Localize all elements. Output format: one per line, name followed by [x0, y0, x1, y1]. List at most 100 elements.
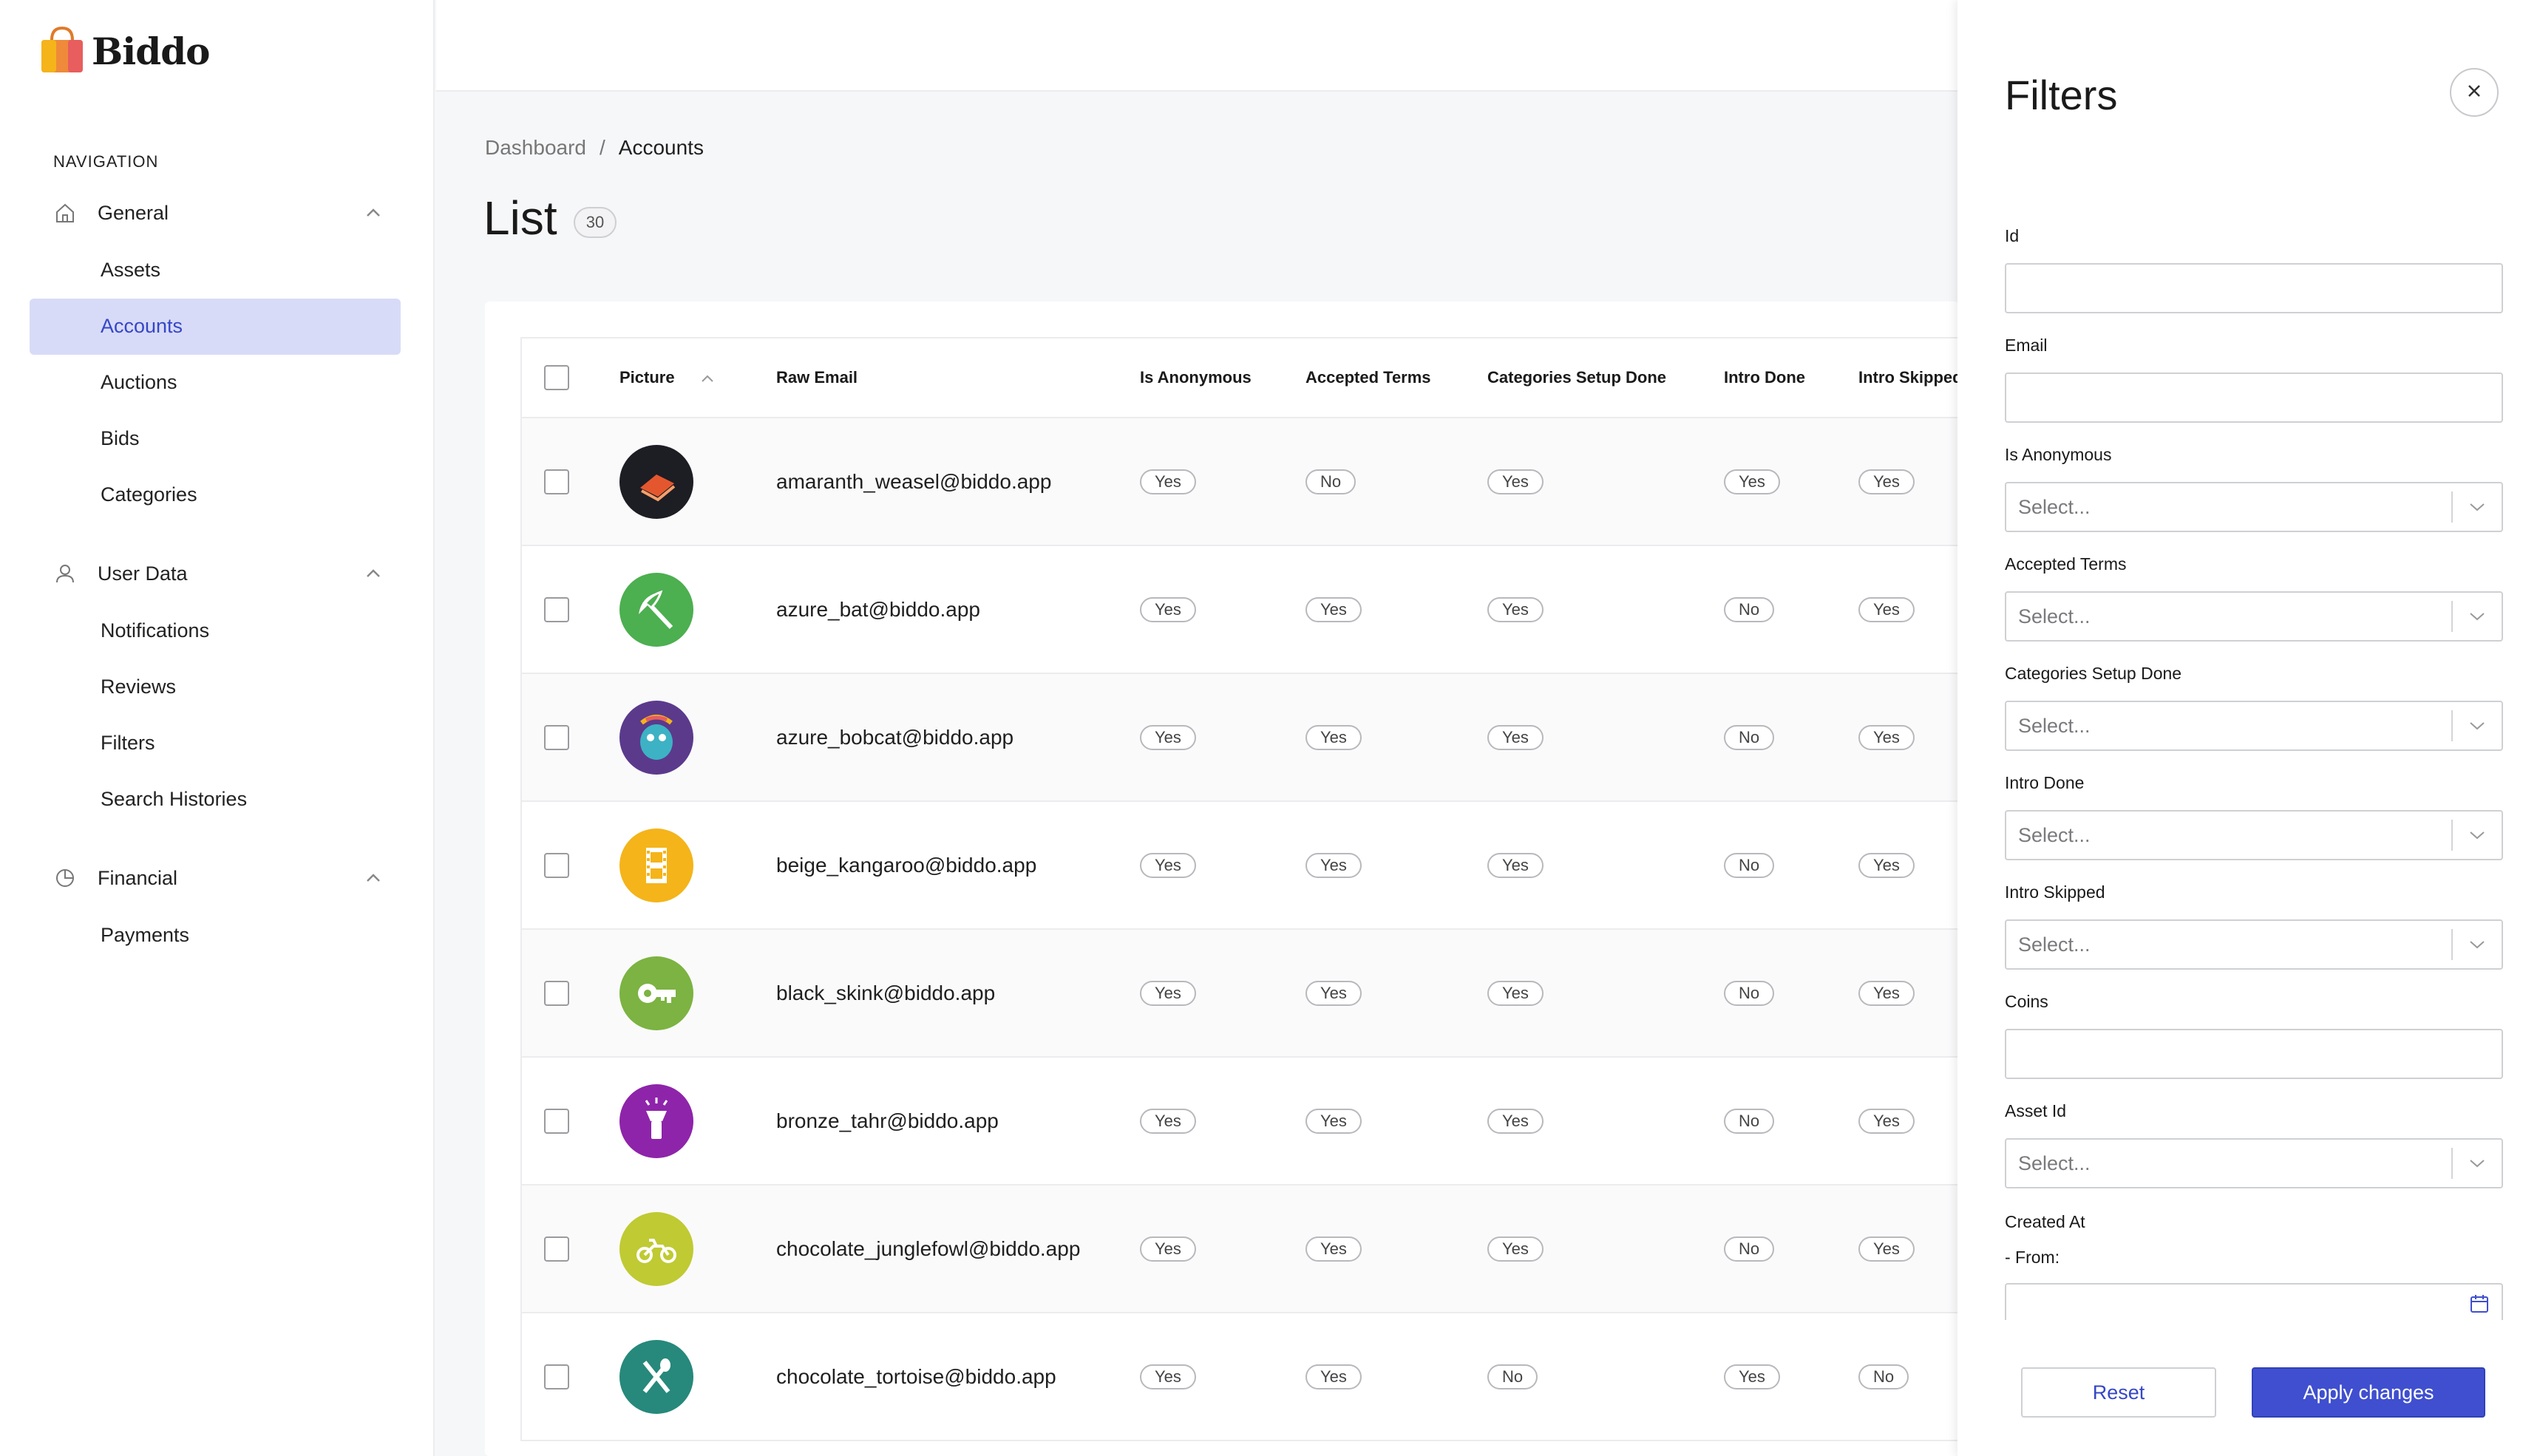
close-filters-button[interactable]: [2450, 68, 2499, 117]
filter-label-coins: Coins: [2005, 992, 2048, 1011]
filter-select-intro-skipped[interactable]: Select...: [2005, 919, 2503, 970]
nav-group-label: User Data: [98, 562, 188, 585]
row-email: amaranth_weasel@biddo.app: [776, 469, 1052, 493]
chevron-down-icon[interactable]: [2453, 701, 2502, 750]
row-checkbox[interactable]: [544, 724, 569, 750]
is-anonymous-cell: Yes: [1140, 418, 1196, 545]
column-header-raw-email[interactable]: Raw Email: [776, 368, 858, 387]
categories-setup-done-badge: Yes: [1487, 852, 1544, 878]
intro-skipped-cell: Yes: [1858, 546, 1915, 673]
row-select-cell: [544, 930, 569, 1056]
sidebar-item-search-histories[interactable]: Search Histories: [101, 788, 248, 810]
filter-input-coins[interactable]: [2005, 1029, 2503, 1079]
filter-select-is-anonymous[interactable]: Select...: [2005, 482, 2503, 532]
chevron-down-icon[interactable]: [2453, 1139, 2502, 1188]
filters-title: Filters: [2005, 72, 2118, 118]
email-cell: azure_bobcat@biddo.app: [776, 674, 1013, 800]
chevron-down-icon[interactable]: [2453, 920, 2502, 969]
sidebar-item-categories[interactable]: Categories: [101, 483, 197, 506]
email-cell: azure_bat@biddo.app: [776, 546, 980, 673]
row-checkbox[interactable]: [544, 980, 569, 1006]
chevron-up-icon[interactable]: [362, 867, 384, 889]
chevron-up-icon[interactable]: [362, 202, 384, 224]
nav-group-user-data[interactable]: User Data: [52, 551, 384, 596]
chevron-up-icon[interactable]: [362, 562, 384, 585]
column-header-is-anonymous[interactable]: Is Anonymous: [1140, 368, 1252, 387]
calendar-icon[interactable]: [2469, 1293, 2490, 1318]
select-divider: [2451, 710, 2453, 741]
table-row[interactable]: amaranth_weasel@biddo.app Yes No Yes Yes Yes: [522, 418, 1960, 546]
app-logo[interactable]: Biddo: [38, 25, 211, 78]
row-select-cell: [544, 418, 569, 545]
intro-done-badge: No: [1724, 1108, 1775, 1134]
email-cell: beige_kangaroo@biddo.app: [776, 802, 1036, 928]
column-header-categories-setup-done[interactable]: Categories Setup Done: [1487, 368, 1667, 387]
intro-skipped-badge: Yes: [1858, 469, 1915, 494]
column-header-intro-skipped[interactable]: Intro Skipped: [1858, 368, 1963, 387]
breadcrumb-separator: /: [599, 136, 605, 159]
intro-skipped-cell: Yes: [1858, 930, 1915, 1056]
row-select-cell: [544, 546, 569, 673]
sidebar-item-reviews[interactable]: Reviews: [101, 676, 177, 698]
select-divider: [2451, 1148, 2453, 1179]
categories-setup-done-badge: Yes: [1487, 1236, 1544, 1262]
row-checkbox[interactable]: [544, 469, 569, 494]
table-row[interactable]: black_skink@biddo.app Yes Yes Yes No Yes: [522, 930, 1960, 1058]
sidebar-item-filters[interactable]: Filters: [101, 732, 155, 754]
chevron-down-icon[interactable]: [2453, 811, 2502, 860]
filter-input-id[interactable]: [2005, 263, 2503, 313]
sidebar-item-bids[interactable]: Bids: [101, 427, 140, 449]
nav-group-general[interactable]: General: [52, 191, 384, 235]
chevron-down-icon[interactable]: [2453, 592, 2502, 641]
breadcrumb-link-dashboard[interactable]: Dashboard: [485, 136, 586, 159]
table-header: Picture Raw Email Is Anonymous Accepted …: [522, 339, 1963, 418]
accepted-terms-cell: Yes: [1305, 930, 1362, 1056]
picture-cell: [619, 674, 693, 800]
picture-cell: [619, 802, 693, 928]
select-all-checkbox[interactable]: [544, 365, 569, 390]
categories-setup-done-cell: Yes: [1487, 930, 1544, 1056]
filter-input-email[interactable]: [2005, 372, 2503, 423]
table-row[interactable]: chocolate_tortoise@biddo.app Yes Yes No Yes N…: [522, 1313, 1960, 1441]
sort-ascending-icon[interactable]: [700, 368, 715, 387]
accepted-terms-badge: Yes: [1305, 1108, 1362, 1134]
row-checkbox[interactable]: [544, 1108, 569, 1134]
reset-button[interactable]: Reset: [2021, 1367, 2216, 1418]
table-row[interactable]: beige_kangaroo@biddo.app Yes Yes Yes No Yes: [522, 802, 1960, 930]
intro-skipped-cell: Yes: [1858, 802, 1915, 928]
sidebar-item-payments[interactable]: Payments: [101, 924, 190, 946]
created-at-from-date-input[interactable]: [2005, 1283, 2503, 1320]
column-header-accepted-terms[interactable]: Accepted Terms: [1305, 368, 1431, 387]
is-anonymous-cell: Yes: [1140, 1185, 1196, 1312]
nav-group-financial[interactable]: Financial: [52, 856, 384, 900]
motorbike-avatar: [619, 1211, 693, 1286]
sidebar-item-auctions[interactable]: Auctions: [101, 371, 177, 393]
row-checkbox[interactable]: [544, 1236, 569, 1262]
row-checkbox[interactable]: [544, 596, 569, 622]
filter-select-accepted-terms[interactable]: Select...: [2005, 591, 2503, 642]
sidebar-item-notifications[interactable]: Notifications: [101, 619, 210, 642]
picture-cell: [619, 1058, 693, 1184]
sidebar-item-accounts[interactable]: Accounts: [101, 315, 183, 337]
row-checkbox[interactable]: [544, 852, 569, 878]
row-checkbox[interactable]: [544, 1364, 569, 1389]
filter-select-categories-setup-done[interactable]: Select...: [2005, 701, 2503, 751]
table-body: amaranth_weasel@biddo.app Yes No Yes Yes Yes a…: [522, 418, 1960, 1441]
column-header-intro-done[interactable]: Intro Done: [1724, 368, 1805, 387]
utensils-avatar: [619, 1339, 693, 1414]
row-select-cell: [544, 802, 569, 928]
filter-select-asset-id[interactable]: Select...: [2005, 1138, 2503, 1188]
table-row[interactable]: azure_bobcat@biddo.app Yes Yes Yes No Yes: [522, 674, 1960, 802]
intro-done-badge: Yes: [1724, 1364, 1780, 1389]
row-select-cell: [544, 1185, 569, 1312]
table-row[interactable]: azure_bat@biddo.app Yes Yes Yes No Yes: [522, 546, 1960, 674]
accepted-terms-cell: Yes: [1305, 546, 1362, 673]
apply-changes-button[interactable]: Apply changes: [2252, 1367, 2485, 1418]
table-row[interactable]: bronze_tahr@biddo.app Yes Yes Yes No Yes: [522, 1058, 1960, 1185]
sidebar-item-assets[interactable]: Assets: [101, 259, 161, 281]
intro-done-cell: No: [1724, 674, 1775, 800]
chevron-down-icon[interactable]: [2453, 483, 2502, 531]
table-row[interactable]: chocolate_junglefowl@biddo.app Yes Yes Yes N…: [522, 1185, 1960, 1313]
filter-select-intro-done[interactable]: Select...: [2005, 810, 2503, 860]
column-header-picture[interactable]: Picture: [619, 339, 715, 417]
